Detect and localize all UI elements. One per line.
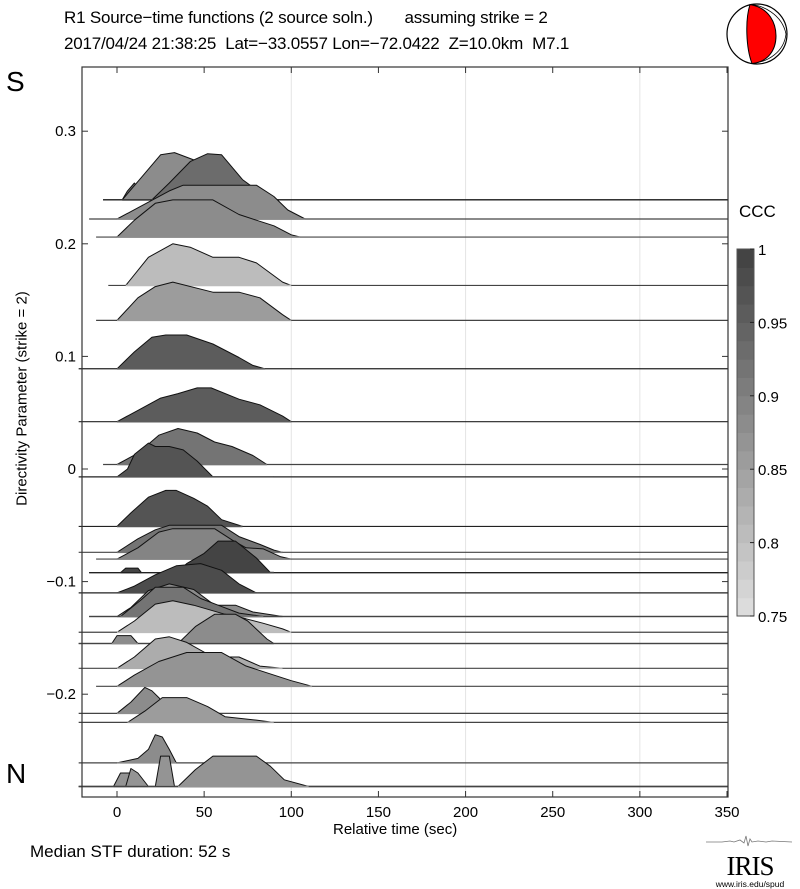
colorbar: 1 0.95 0.9 0.85 0.8 0.75 bbox=[736, 242, 787, 626]
colorbar-frame bbox=[736, 248, 755, 617]
stf-outline bbox=[116, 734, 177, 764]
colorbar-step bbox=[737, 542, 754, 562]
stf-area bbox=[178, 614, 274, 644]
x-tick-label: 300 bbox=[627, 804, 652, 821]
stf-area bbox=[117, 652, 313, 687]
colorbar-step bbox=[737, 450, 754, 470]
x-tick-label: 250 bbox=[540, 804, 565, 821]
stf-area bbox=[117, 335, 266, 369]
stf-outline bbox=[116, 489, 243, 527]
stf-area bbox=[178, 756, 309, 787]
plot-frame bbox=[81, 66, 729, 798]
y-tick-label: 0.3 bbox=[55, 123, 76, 140]
x-tick-label: 100 bbox=[279, 804, 304, 821]
y-tick-label: 0.1 bbox=[55, 348, 76, 365]
grid-layer bbox=[290, 67, 641, 797]
colorbar-step bbox=[737, 560, 754, 580]
iris-wordmark: IRIS bbox=[726, 851, 774, 881]
colorbar-step bbox=[737, 340, 754, 360]
stf-outline bbox=[116, 636, 283, 669]
colorbar-step bbox=[737, 579, 754, 599]
event-info: 2017/04/24 21:38:25 Lat=−33.0557 Lon=−72… bbox=[64, 34, 570, 53]
stf-area bbox=[125, 243, 292, 286]
stf-outline bbox=[111, 635, 139, 644]
stf-outline bbox=[177, 613, 275, 644]
stf-area bbox=[155, 756, 175, 787]
y-tick-label: 0 bbox=[68, 461, 76, 478]
colorbar-step bbox=[737, 395, 754, 415]
stf-outline bbox=[120, 586, 264, 617]
colorbar-step bbox=[737, 432, 754, 452]
colorbar-tick-label: 0.95 bbox=[758, 315, 787, 332]
colorbar-step bbox=[737, 597, 754, 617]
stf-outline bbox=[120, 567, 142, 573]
stf-area bbox=[120, 568, 142, 573]
colorbar-step bbox=[737, 359, 754, 378]
chart-title: R1 Source−time functions (2 source soln.… bbox=[64, 8, 548, 27]
colorbar-title: CCC bbox=[739, 202, 776, 221]
stf-outline bbox=[116, 528, 292, 560]
iris-url: www.iris.edu/spud bbox=[715, 879, 785, 889]
stf-outline bbox=[154, 755, 175, 787]
trace-layer bbox=[78, 152, 728, 788]
colorbar-step bbox=[737, 249, 754, 268]
stf-outline bbox=[116, 652, 313, 687]
y-tick-label: 0.2 bbox=[55, 236, 76, 253]
stf-outline bbox=[116, 563, 257, 594]
x-tick-label: 0 bbox=[113, 804, 121, 821]
x-axis-label: Relative time (sec) bbox=[333, 821, 458, 838]
stf-area bbox=[117, 563, 257, 593]
stf-outline bbox=[116, 184, 306, 220]
stf-outline bbox=[116, 199, 301, 238]
south-label: S bbox=[6, 66, 25, 97]
x-tick-label: 200 bbox=[453, 804, 478, 821]
colorbar-step bbox=[737, 469, 754, 489]
stf-area bbox=[111, 635, 138, 644]
stf-area bbox=[117, 490, 243, 527]
stf-area bbox=[117, 199, 300, 237]
stf-outline bbox=[127, 697, 274, 723]
stf-outline bbox=[116, 442, 274, 478]
stf-outline bbox=[175, 540, 274, 574]
colorbar-step bbox=[737, 414, 754, 433]
x-tick-label: 350 bbox=[714, 804, 739, 821]
stf-outline bbox=[125, 768, 149, 787]
stf-area bbox=[117, 282, 292, 321]
stf-outline bbox=[116, 524, 283, 553]
colorbar-step bbox=[737, 322, 754, 342]
colorbar-tick-label: 1 bbox=[758, 242, 766, 259]
x-tick-label: 150 bbox=[366, 804, 391, 821]
colorbar-tick-label: 0.85 bbox=[758, 462, 787, 479]
median-duration-text: Median STF duration: 52 s bbox=[30, 842, 231, 861]
stf-outline bbox=[116, 583, 283, 617]
colorbar-step bbox=[737, 505, 754, 525]
seismogram-icon bbox=[706, 835, 793, 847]
north-label: N bbox=[6, 758, 27, 789]
stf-outline bbox=[116, 334, 266, 370]
colorbar-tick-label: 0.8 bbox=[758, 536, 779, 553]
stf-area bbox=[127, 697, 274, 723]
colorbar-tick-label: 0.75 bbox=[758, 609, 787, 626]
colorbar-step bbox=[737, 267, 754, 287]
stf-outline bbox=[116, 600, 292, 633]
colorbar-step bbox=[737, 524, 754, 544]
stf-outline bbox=[116, 281, 292, 321]
y-tick-label: −0.2 bbox=[46, 686, 76, 703]
stf-outline bbox=[116, 387, 292, 423]
x-tick-label: 50 bbox=[196, 804, 213, 821]
colorbar-tick-label: 0.9 bbox=[758, 389, 779, 406]
focal-mechanism-beachball-icon bbox=[726, 3, 788, 65]
iris-logo[interactable]: IRIS www.iris.edu/spud bbox=[702, 834, 798, 889]
stf-area bbox=[117, 387, 292, 422]
colorbar-step bbox=[737, 285, 754, 305]
stf-outline bbox=[125, 243, 292, 286]
colorbar-step bbox=[737, 487, 754, 507]
stf-outline bbox=[177, 755, 309, 787]
axis-layer: 0 50 100 150 200 250 300 350 0.3 0.2 0.1 0 −0.1 −0.2 bbox=[46, 66, 740, 821]
colorbar-step bbox=[737, 304, 754, 323]
colorbar-step bbox=[737, 377, 754, 397]
stf-area bbox=[125, 768, 149, 787]
y-tick-label: −0.1 bbox=[46, 574, 76, 591]
